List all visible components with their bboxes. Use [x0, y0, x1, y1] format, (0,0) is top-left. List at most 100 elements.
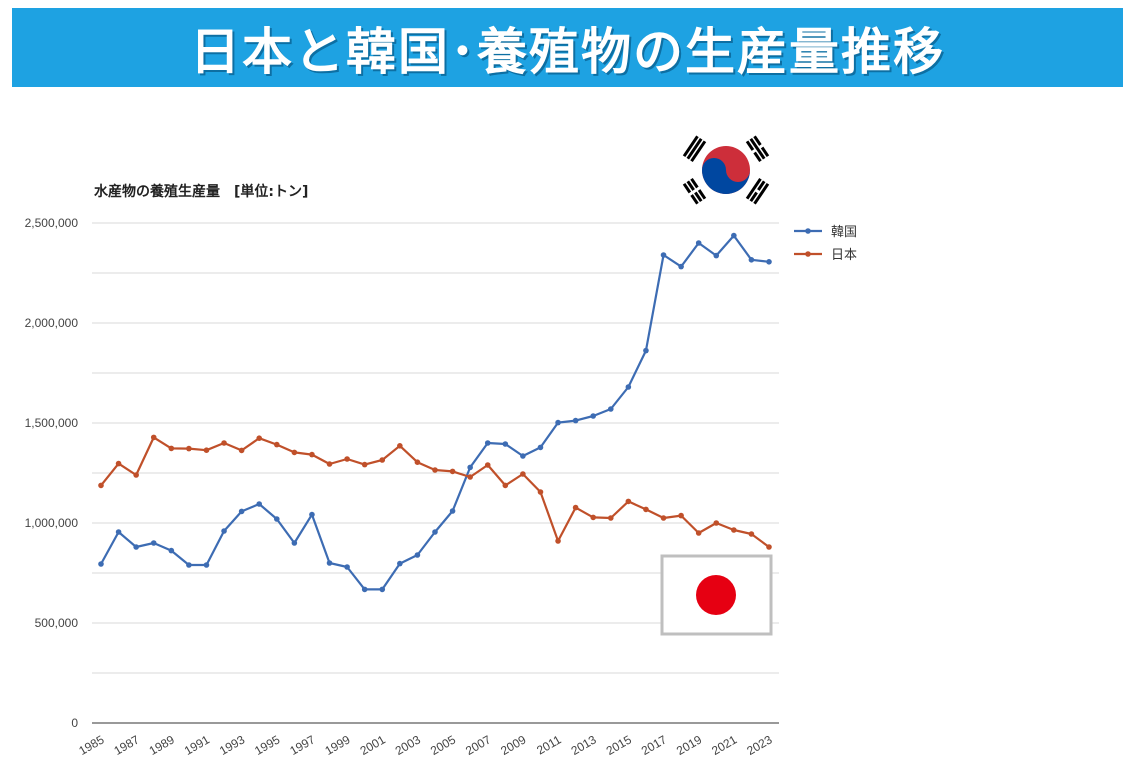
chart-subtitle: 水産物の養殖生産量 [単位:トン]: [94, 183, 308, 200]
data-point: [660, 515, 667, 521]
data-point: [168, 445, 175, 452]
y-axis-ticks: 0 500,000 1,000,000 1,500,000 2,000,000 2,500…: [25, 216, 79, 730]
data-point: [766, 259, 772, 265]
data-point: [678, 263, 684, 270]
data-point: [484, 462, 491, 468]
x-tick-label: 1997: [287, 732, 317, 758]
x-tick-label: 2013: [569, 732, 599, 758]
data-point: [256, 435, 263, 442]
data-point: [133, 544, 139, 550]
data-point: [643, 347, 649, 354]
data-point: [326, 461, 333, 467]
y-tick-label: 2,500,000: [25, 216, 79, 230]
data-point: [238, 447, 245, 454]
data-point: [766, 544, 772, 550]
data-point: [484, 440, 491, 446]
data-point: [309, 451, 315, 458]
data-point: [361, 461, 368, 468]
data-point: [537, 489, 544, 495]
x-tick-label: 1993: [217, 732, 247, 758]
data-point: [238, 508, 245, 515]
data-point: [98, 482, 104, 489]
data-point: [643, 506, 649, 513]
data-point: [379, 586, 386, 593]
data-point: [660, 252, 667, 258]
data-point: [291, 449, 298, 456]
data-point: [133, 472, 139, 478]
data-point: [748, 257, 755, 263]
korea-flag-icon: [682, 135, 770, 205]
plot-area: [98, 232, 772, 593]
data-point: [502, 482, 509, 489]
data-point: [432, 529, 438, 535]
legend-marker: [805, 251, 811, 257]
x-tick-label: 2003: [393, 732, 423, 758]
data-point: [555, 538, 561, 544]
data-point: [414, 459, 421, 466]
data-point: [379, 457, 386, 463]
x-tick-label: 1987: [112, 732, 142, 758]
data-point: [590, 514, 597, 521]
data-point: [432, 467, 438, 473]
data-point: [186, 445, 192, 452]
x-tick-label: 1995: [252, 732, 282, 758]
data-point: [731, 232, 737, 239]
data-point: [607, 406, 614, 412]
data-point: [344, 564, 350, 570]
x-tick-label: 2017: [639, 732, 669, 758]
data-point: [273, 516, 280, 522]
y-tick-label: 2,000,000: [25, 316, 79, 330]
japan-flag-icon: [660, 554, 773, 636]
data-point: [221, 528, 227, 534]
data-point: [678, 512, 684, 519]
data-point: [186, 562, 192, 568]
x-tick-label: 1991: [182, 732, 212, 758]
title-banner: 日本と韓国･養殖物の生産量推移: [12, 8, 1123, 87]
y-tick-label: 1,500,000: [25, 416, 79, 430]
data-point: [361, 586, 368, 593]
data-point: [572, 504, 579, 511]
y-tick-label: 0: [71, 716, 78, 730]
data-point: [203, 447, 210, 454]
page-title: 日本と韓国･養殖物の生産量推移: [190, 22, 945, 81]
data-point: [555, 419, 561, 426]
x-tick-label: 2005: [428, 732, 458, 758]
data-point: [397, 560, 403, 567]
legend-label: 韓国: [831, 225, 857, 240]
x-tick-label: 2011: [534, 732, 564, 757]
data-point: [449, 468, 456, 475]
data-point: [625, 498, 632, 505]
data-point: [625, 384, 632, 390]
data-point: [713, 520, 720, 526]
data-point: [748, 531, 755, 537]
x-tick-label: 1999: [322, 732, 352, 758]
data-point: [449, 508, 456, 514]
x-tick-label: 1985: [76, 732, 106, 758]
x-tick-label: 2001: [358, 732, 388, 758]
data-point: [168, 547, 175, 554]
data-point: [520, 471, 526, 477]
data-point: [397, 443, 403, 449]
data-point: [695, 240, 702, 246]
x-tick-label: 2007: [463, 732, 493, 758]
data-point: [203, 562, 210, 568]
x-tick-label: 1989: [147, 732, 177, 758]
data-point: [98, 561, 104, 567]
data-point: [150, 540, 157, 546]
data-point: [537, 444, 544, 451]
y-tick-label: 500,000: [35, 616, 79, 630]
data-point: [467, 474, 473, 480]
legend-marker: [805, 228, 811, 234]
data-point: [115, 460, 122, 467]
grid-lines: [92, 222, 779, 724]
y-tick-label: 1,000,000: [25, 516, 79, 530]
data-point: [731, 527, 737, 533]
data-point: [256, 501, 263, 507]
data-point: [502, 441, 509, 447]
data-point: [344, 456, 350, 462]
x-tick-label: 2009: [498, 732, 528, 758]
data-point: [590, 413, 597, 419]
data-point: [607, 515, 614, 521]
data-point: [221, 440, 227, 446]
